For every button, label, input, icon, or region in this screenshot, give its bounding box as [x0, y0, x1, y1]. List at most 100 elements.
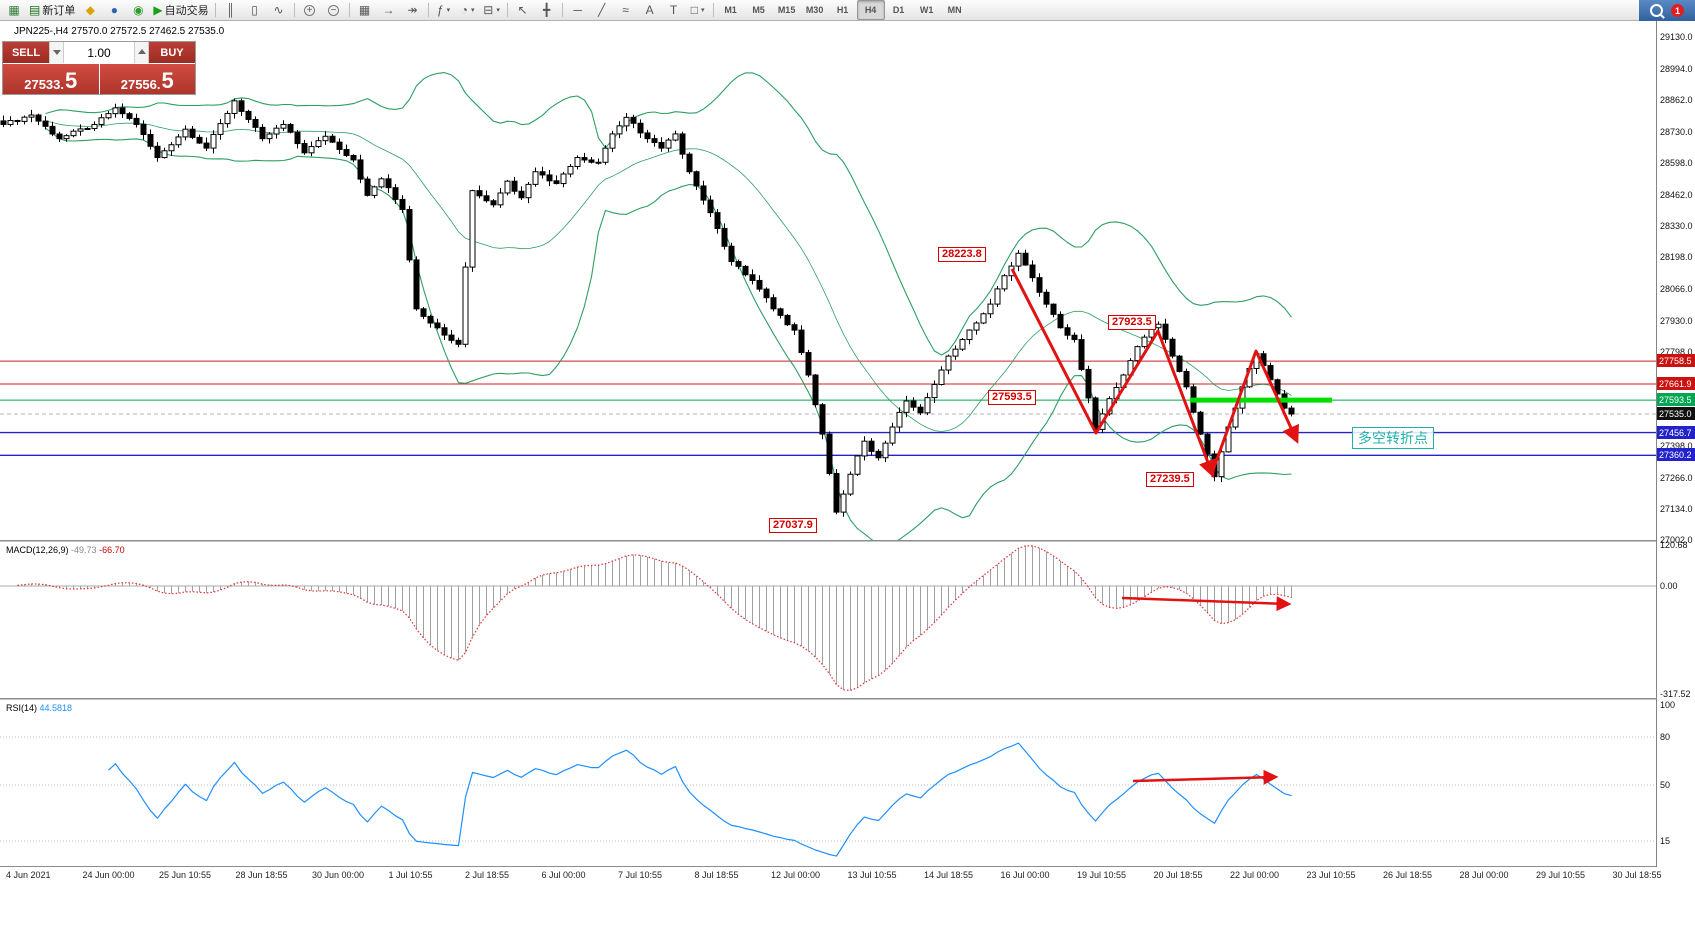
volume-decrease-button[interactable]: [49, 42, 64, 63]
time-axis-label: 28 Jun 18:55: [235, 870, 288, 880]
gem-icon: ◆: [85, 3, 95, 17]
timeframe-m30-button[interactable]: M30: [805, 5, 824, 15]
price-callout[interactable]: 27593.5: [988, 390, 1036, 405]
zoom-out-icon: −: [328, 4, 340, 16]
shapes-tool-button[interactable]: □: [686, 0, 710, 20]
trend-icon: ╱: [597, 3, 606, 17]
user-profile-button[interactable]: ●: [102, 0, 126, 20]
price-callout[interactable]: 27923.5: [1108, 315, 1156, 330]
chartshift-icon: ↠: [407, 3, 418, 17]
price-axis-label: 28994.0: [1660, 64, 1693, 75]
time-axis-label: 30 Jul 18:55: [1612, 870, 1662, 880]
order-icon: ▤: [29, 3, 41, 17]
price-axis-label: 27398.0: [1660, 441, 1693, 452]
timeframe-w1-button[interactable]: W1: [919, 5, 934, 15]
timeframe-m1-button[interactable]: M1: [724, 5, 737, 15]
rsi-panel: [0, 736, 1656, 857]
clock-icon: ◔: [460, 3, 468, 17]
one-click-trading-panel: SELL 1.00 BUY 27533. 5 27556. 5: [2, 41, 196, 95]
panel-separator: [0, 698, 1656, 700]
new-chart-button[interactable]: ▦: [2, 0, 26, 20]
price-callout[interactable]: 27037.9: [769, 518, 817, 533]
macd-axis-label: 120.68: [1660, 539, 1688, 550]
price-axis-label: 29130.0: [1660, 32, 1693, 42]
fibonacci-tool-button[interactable]: ≈: [614, 0, 638, 20]
hline-tool-button[interactable]: ─: [566, 0, 590, 20]
zoom-in-button[interactable]: +: [298, 0, 322, 20]
buy-button[interactable]: BUY: [149, 42, 195, 63]
new-order-button[interactable]: ▤ 新订单: [26, 0, 78, 20]
time-axis-label: 4 Jun 2021: [6, 870, 51, 880]
time-axis-label: 25 Jun 10:55: [159, 870, 212, 880]
sell-price-big-digit: 5: [65, 68, 78, 93]
autotrading-button[interactable]: ▶ 自动交易: [150, 0, 211, 20]
new-order-button-label: 新订单: [42, 5, 76, 17]
sell-button[interactable]: SELL: [3, 42, 49, 63]
text-tool-button[interactable]: A: [638, 0, 662, 20]
sell-price[interactable]: 27533. 5: [3, 64, 99, 94]
toolbar-separator: [348, 3, 350, 17]
turning-point-note[interactable]: 多空转折点: [1352, 427, 1434, 449]
chart-area: JPN225-,H4 27570.0 27572.5 27462.5 27535…: [0, 21, 1656, 867]
mql5-community-button[interactable]: ◆: [78, 0, 102, 20]
timeframe-mn-button[interactable]: MN: [947, 5, 962, 15]
rsi-axis-label: 80: [1660, 732, 1671, 742]
hline-icon: ─: [573, 3, 582, 17]
sell-price-small: 27533.: [24, 77, 64, 92]
time-axis-label: 12 Jul 00:00: [771, 870, 821, 880]
trendline-tool-button[interactable]: ╱: [590, 0, 614, 20]
candlestick-chart-button[interactable]: ▯: [243, 0, 267, 20]
bar-chart-button[interactable]: ║: [219, 0, 243, 20]
timeframe-m15-button[interactable]: M15: [777, 5, 796, 15]
crosshair-icon: ╋: [542, 3, 551, 17]
price-axis-label: 28730.0: [1660, 126, 1693, 137]
line-chart-button[interactable]: ∿: [267, 0, 291, 20]
crosshair-button[interactable]: ╋: [535, 0, 559, 20]
zoom-out-button[interactable]: −: [322, 0, 346, 20]
price-axis-label: 28598.0: [1660, 157, 1693, 168]
volume-increase-button[interactable]: [134, 42, 149, 63]
trend-arrow[interactable]: [1010, 268, 1216, 479]
volume-input[interactable]: 1.00: [64, 42, 134, 63]
rsi-arrow[interactable]: [1132, 769, 1279, 785]
label-tool-button[interactable]: T: [662, 0, 686, 20]
candlesticks: [0, 98, 1295, 517]
timeframe-d1-button[interactable]: D1: [892, 5, 905, 15]
periods-button[interactable]: ◔: [456, 0, 480, 20]
price-callout[interactable]: 27239.5: [1146, 472, 1194, 487]
time-axis[interactable]: 4 Jun 2021 24 Jun 00:00 25 Jun 10:55 28 Jun…: [0, 867, 1662, 887]
tile-windows-button[interactable]: ▦: [353, 0, 377, 20]
macd-panel: [0, 545, 1656, 692]
buy-price[interactable]: 27556. 5: [99, 64, 195, 94]
macd-axis-label: 0.00: [1660, 581, 1678, 591]
support-button[interactable]: ◉: [126, 0, 150, 20]
rsi-axis-label: 50: [1660, 780, 1671, 790]
chart-add-icon: ▦: [8, 3, 20, 17]
price-axis-label: 28862.0: [1660, 95, 1693, 106]
text-icon: A: [645, 3, 654, 17]
time-axis-label: 14 Jul 18:55: [924, 870, 974, 880]
price-axis[interactable]: 29130.0 28994.0 28862.0 28730.0 28598.0 28462…: [1656, 21, 1695, 867]
ring-icon: ◉: [133, 3, 144, 17]
time-axis-label: 13 Jul 10:55: [847, 870, 897, 880]
chart-shift-button[interactable]: ↠: [401, 0, 425, 20]
time-axis-label: 7 Jul 10:55: [618, 870, 663, 880]
auto-scroll-button[interactable]: →: [377, 0, 401, 20]
timeframe-h4-button[interactable]: H4: [856, 0, 885, 20]
price-axis-badge: 27360.2: [1657, 448, 1695, 462]
trend-arrow[interactable]: [1210, 349, 1299, 474]
toolbar-right: 1: [1639, 0, 1695, 21]
cursor-button[interactable]: ↖: [511, 0, 535, 20]
macd-axis-label: -317.52: [1660, 689, 1691, 699]
search-icon[interactable]: [1650, 4, 1663, 17]
indicators-button[interactable]: ƒ: [432, 0, 456, 20]
timeframe-h1-button[interactable]: H1: [836, 5, 849, 15]
macd-arrow[interactable]: [1121, 596, 1292, 612]
buy-price-small: 27556.: [120, 77, 161, 92]
templates-button[interactable]: ⊟: [480, 0, 504, 20]
price-callout[interactable]: 28223.8: [938, 247, 986, 262]
timeframe-m5-button[interactable]: M5: [752, 5, 765, 15]
price-axis-badge: 27758.5: [1657, 354, 1695, 368]
notification-badge[interactable]: 1: [1671, 4, 1684, 17]
